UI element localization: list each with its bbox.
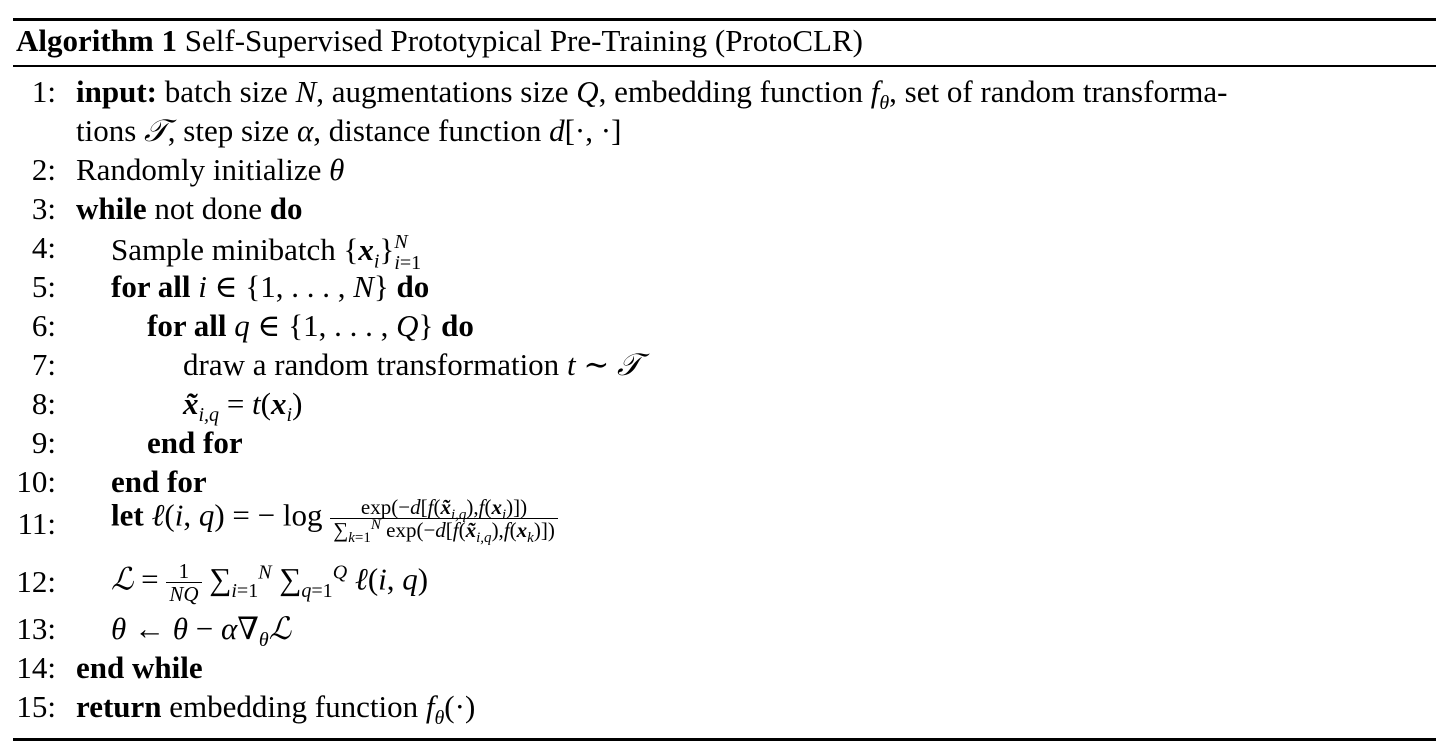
line-number: 6: xyxy=(31,308,56,343)
line-content: tions 𝒯, step size α, distance function … xyxy=(76,113,622,149)
line-content: let ℓ(i, q) = − log exp(−d[f(x̃i,q),f(xi… xyxy=(111,496,558,546)
line-number: 4: xyxy=(31,230,56,265)
line-number: 3: xyxy=(31,191,56,226)
line-content: draw a random transformation t ∼ 𝒯 xyxy=(183,347,641,383)
line-number: 8: xyxy=(31,386,56,421)
line-number: 12: xyxy=(16,564,56,599)
line-number: 13: xyxy=(16,611,56,646)
line-content: end while xyxy=(76,650,203,685)
line-content: Randomly initialize θ xyxy=(76,152,345,187)
line-content: for all i ∈ {1, . . . , N} do xyxy=(111,269,430,304)
line-content: return embedding function fθ(·) xyxy=(76,689,476,730)
line-content: x̃i,q = t(xi) xyxy=(183,386,303,427)
top-rule xyxy=(13,18,1436,21)
line-number: 5: xyxy=(31,269,56,304)
line-content: θ ← θ − α∇θℒ xyxy=(111,611,292,652)
line-content: end for xyxy=(147,425,243,460)
line-number: 9: xyxy=(31,425,56,460)
line-number: 1: xyxy=(31,74,56,109)
algorithm-title: Algorithm 1 Self-Supervised Prototypical… xyxy=(16,23,863,59)
line-content: while not done do xyxy=(76,191,303,226)
line-number: 10: xyxy=(16,464,56,499)
mean-fraction: 1 NQ xyxy=(166,560,202,605)
bottom-rule xyxy=(13,738,1436,741)
line-content: input: batch size N, augmentations size … xyxy=(76,74,1228,115)
line-number: 2: xyxy=(31,152,56,187)
header-rule xyxy=(13,65,1436,67)
line-content: ℒ = 1 NQ ∑i=1N ∑q=1Q ℓ(i, q) xyxy=(111,559,429,607)
algorithm-label: Algorithm 1 xyxy=(16,23,178,58)
line-content: end for xyxy=(111,464,207,499)
line-number: 14: xyxy=(16,650,56,685)
algorithm-name: Self-Supervised Prototypical Pre-Trainin… xyxy=(184,23,863,58)
line-number: 11: xyxy=(17,506,56,541)
line-number: 7: xyxy=(31,347,56,382)
loss-fraction: exp(−d[f(x̃i,q),f(xi)]) ∑k=1N exp(−d[f(x̃… xyxy=(330,496,558,546)
line-content: for all q ∈ {1, . . . , Q} do xyxy=(147,308,474,343)
line-number: 15: xyxy=(16,689,56,724)
